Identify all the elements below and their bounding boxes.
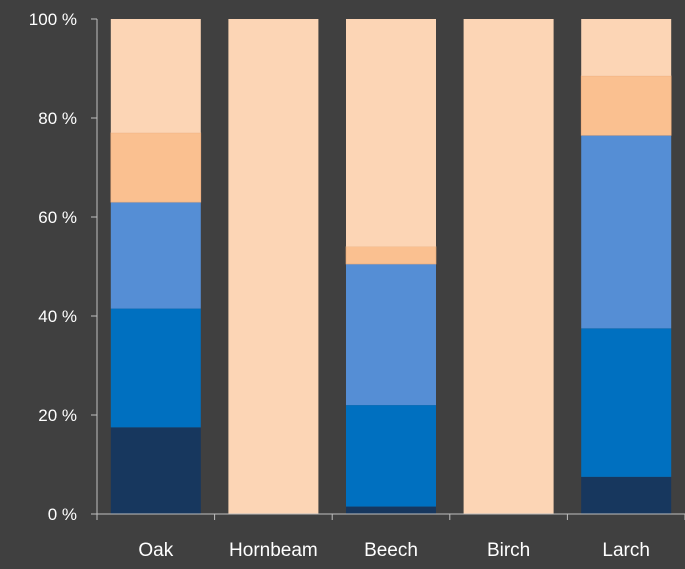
bar-segment-birch-5 [463,19,554,514]
y-tick-label: 40 % [38,307,77,326]
axes-layer [91,18,685,520]
x-category-label: Oak [138,540,173,561]
y-tick-label: 20 % [38,406,77,425]
bar-segment-beech-2 [346,405,436,507]
y-tick-label: 100 % [29,10,77,29]
bar-segment-beech-4 [345,246,437,265]
y-tick-label: 80 % [38,109,77,128]
x-category-label: Hornbeam [229,540,318,561]
y-tick-label: 60 % [38,208,77,227]
x-category-label: Beech [364,540,418,561]
bar-segment-beech-5 [346,19,436,247]
bar-segment-oak-3 [110,202,201,309]
bar-segment-hornbeam-5 [228,19,319,514]
bar-segment-oak-1 [110,427,201,515]
bar-segment-larch-5 [581,19,672,76]
bar-segment-beech-3 [346,264,436,406]
bar-segment-oak-2 [110,308,201,428]
y-tick-label: 0 % [48,505,77,524]
x-category-label: Larch [602,540,650,561]
bar-segment-larch-4 [580,75,672,136]
labels-layer: 0 % 20 % 40 % 60 % 80 % 100 % Oak Hornbeam Beech… [29,10,650,561]
bar-segment-oak-5 [110,19,201,133]
bar-segment-oak-4 [110,132,202,203]
bar-segment-beech-1 [346,506,436,514]
bars-layer [110,19,672,515]
x-category-label: Birch [487,540,530,561]
bar-segment-larch-1 [581,476,672,515]
bar-segment-larch-2 [581,328,672,477]
bar-segment-larch-3 [581,135,672,329]
